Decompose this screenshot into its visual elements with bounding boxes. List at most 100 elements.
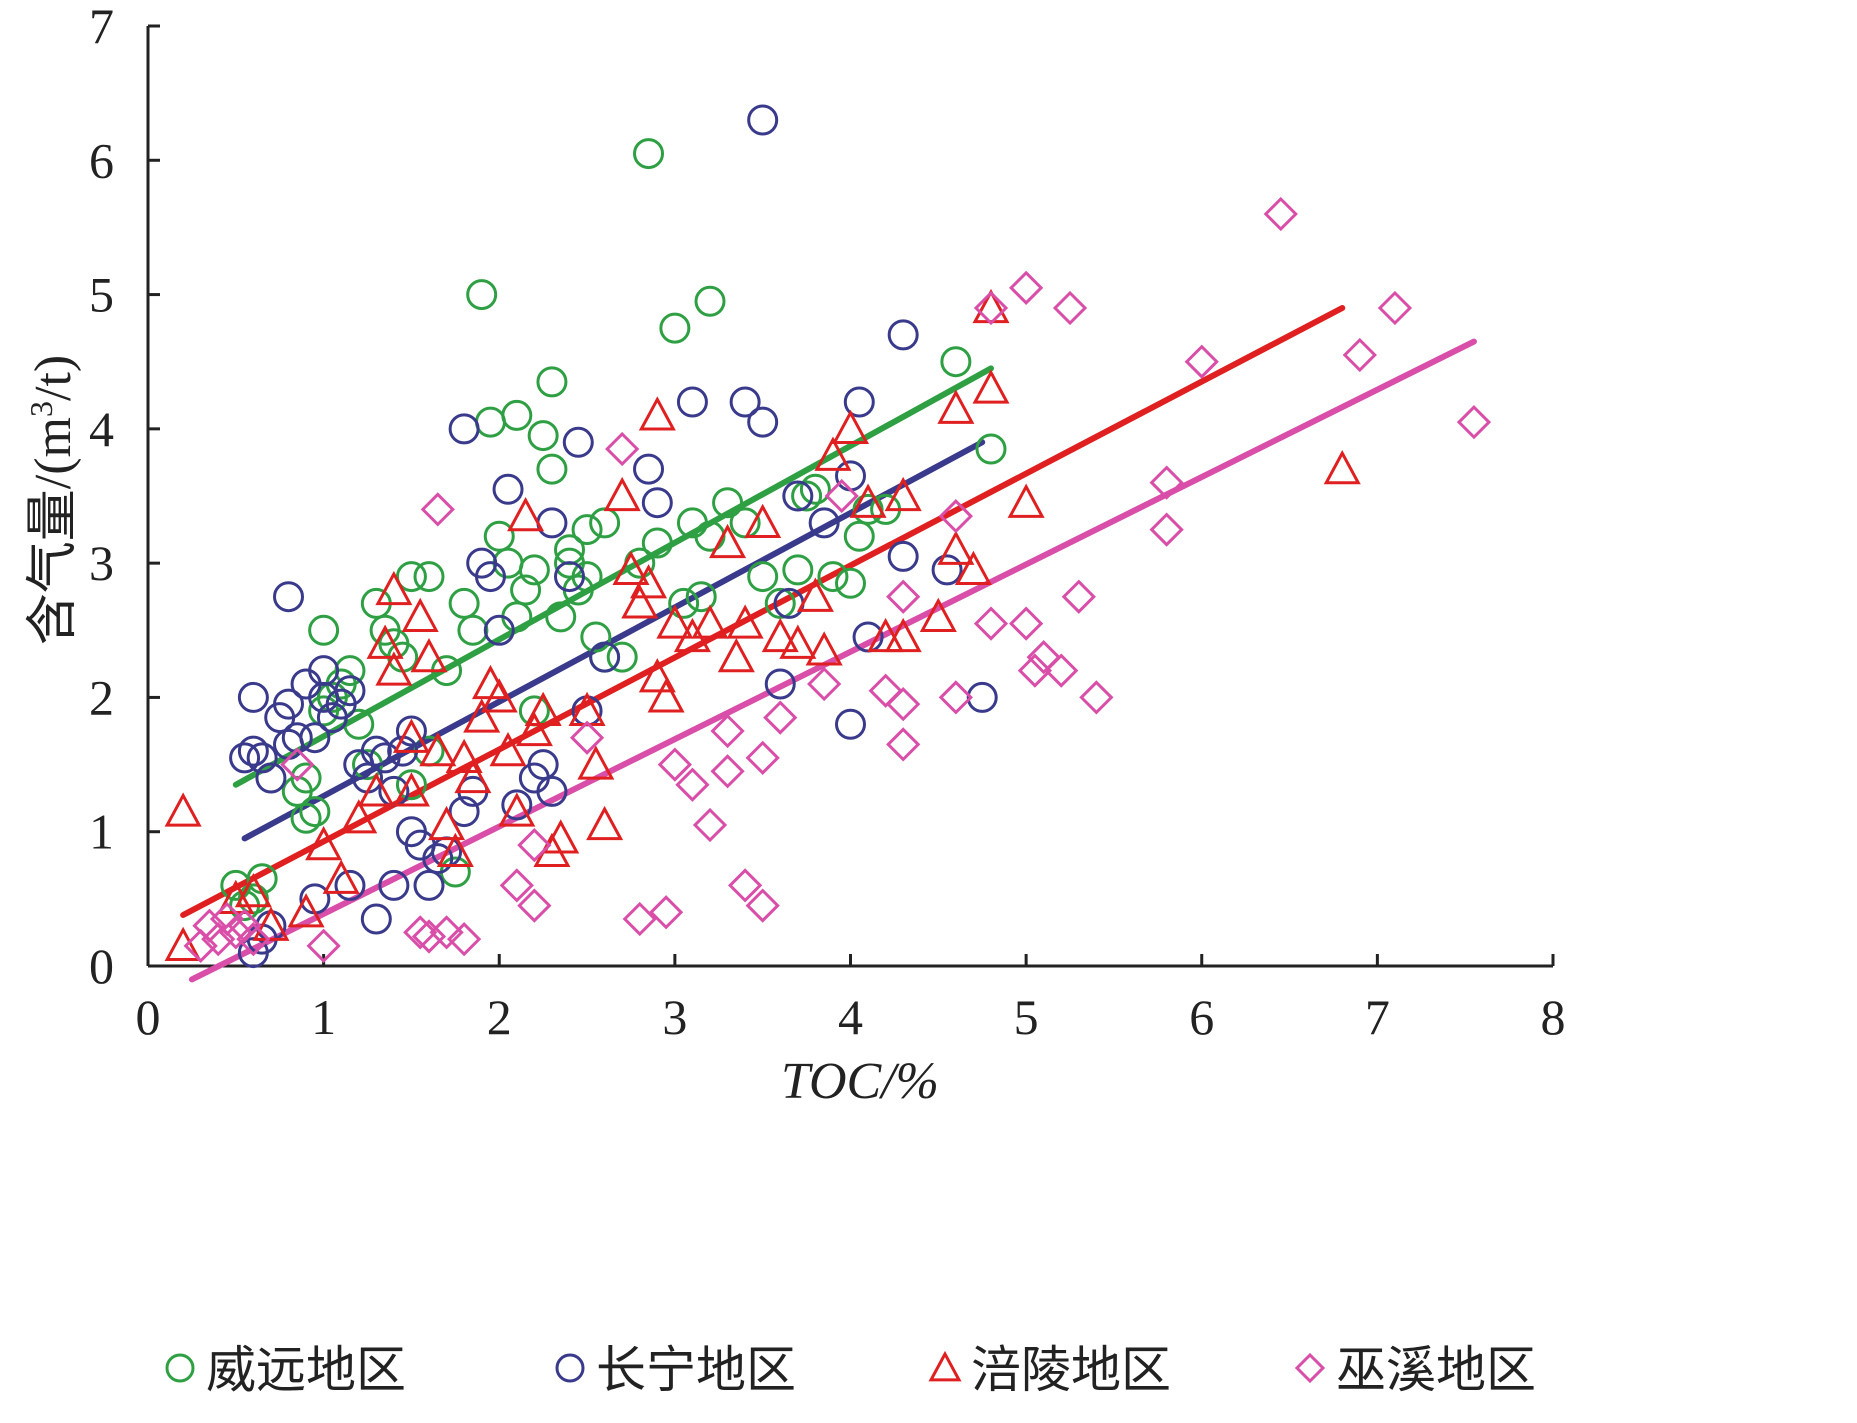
legend-item-2: 涪陵地区 [928, 1341, 1171, 1399]
data-point [545, 601, 577, 633]
data-point [938, 499, 973, 534]
legend-item-0: 威远地区 [165, 1341, 406, 1399]
data-point [234, 872, 272, 908]
data-point [273, 688, 304, 720]
data-point [973, 290, 1009, 326]
data-point [410, 637, 448, 673]
data-point [954, 550, 992, 585]
data-point [375, 570, 413, 606]
data-point [218, 915, 253, 950]
data-point [483, 614, 515, 646]
data-point [729, 386, 761, 418]
legend-marker-triangle [928, 1350, 962, 1382]
data-point [392, 772, 430, 807]
data-point [710, 713, 745, 749]
series-0-points [220, 138, 1007, 922]
data-point [1149, 512, 1184, 547]
x-tick-label: 3 [662, 989, 687, 1045]
data-point [524, 691, 562, 726]
data-point [360, 735, 392, 767]
data-point [395, 561, 427, 593]
data-point [589, 641, 621, 673]
data-point [745, 888, 780, 923]
data-point [887, 319, 919, 351]
data-point [571, 514, 603, 546]
data-point [308, 614, 340, 646]
data-point [536, 453, 568, 485]
data-point [255, 762, 287, 794]
y-tick-label: 1 [89, 804, 114, 860]
data-point [641, 527, 673, 559]
data-point [517, 828, 552, 863]
data-point [710, 754, 745, 789]
data-point [448, 796, 480, 828]
data-point [747, 561, 779, 593]
data-point [972, 288, 1010, 324]
data-point [447, 922, 482, 957]
data-point [638, 658, 676, 693]
y-tick-label: 2 [89, 669, 114, 725]
data-point [413, 561, 445, 593]
data-point [1009, 270, 1044, 305]
data-point [436, 832, 474, 867]
data-point [510, 574, 542, 606]
data-point [1044, 653, 1079, 688]
data-point [366, 624, 404, 659]
data-point [1061, 579, 1096, 614]
data-point [334, 655, 366, 687]
legend-item-1: 长宁地区 [555, 1341, 796, 1399]
data-point [805, 631, 843, 666]
data-point [675, 767, 710, 802]
data-point [463, 698, 501, 733]
data-point [305, 825, 343, 861]
data-point [569, 720, 605, 755]
legend-item-3: 巫溪地区 [1294, 1341, 1536, 1399]
data-point [835, 708, 866, 740]
data-point [164, 792, 202, 827]
legend-label: 长宁地区 [596, 1341, 796, 1399]
data-point [527, 749, 559, 781]
data-point [886, 727, 921, 762]
data-point [517, 888, 552, 923]
data-point [542, 819, 580, 854]
data-point [489, 731, 527, 767]
data-point [306, 928, 341, 963]
data-point [1017, 653, 1053, 688]
x-tick-label: 0 [136, 989, 161, 1045]
data-point [709, 523, 747, 559]
data-point [764, 668, 796, 700]
legend-marker-circle [165, 1353, 195, 1383]
data-point [252, 906, 290, 941]
data-point [322, 859, 360, 894]
data-point [492, 547, 524, 579]
data-point [562, 426, 594, 458]
ticks: 0 1 2 3 4 5 6 7 8 0 1 2 3 4 5 6 7 [89, 0, 1566, 1045]
data-point [621, 584, 659, 619]
data-point [764, 587, 796, 619]
data-point [726, 604, 764, 639]
data-point [1052, 290, 1088, 326]
x-tick-label: 6 [1189, 989, 1214, 1045]
data-point [498, 792, 536, 827]
data-point [685, 581, 717, 613]
data-point [164, 926, 202, 961]
data-point [717, 637, 755, 673]
data-point [474, 561, 506, 593]
data-point [972, 369, 1010, 404]
data-point [622, 901, 657, 937]
data-point [1149, 465, 1184, 500]
trend-line-3 [188, 338, 1477, 983]
data-point [973, 606, 1009, 641]
data-point [647, 678, 685, 713]
data-point [527, 420, 559, 452]
data-point [411, 919, 447, 954]
data-point [536, 775, 568, 807]
data-point [392, 718, 430, 753]
data-point [744, 503, 782, 538]
data-point [659, 312, 691, 344]
series-3-points [183, 196, 1492, 963]
y-tick-label: 4 [89, 401, 114, 457]
data-point [445, 738, 483, 773]
trend-line-1 [241, 439, 986, 842]
y-axis-title: 含气量/(m3/t) [23, 355, 82, 645]
